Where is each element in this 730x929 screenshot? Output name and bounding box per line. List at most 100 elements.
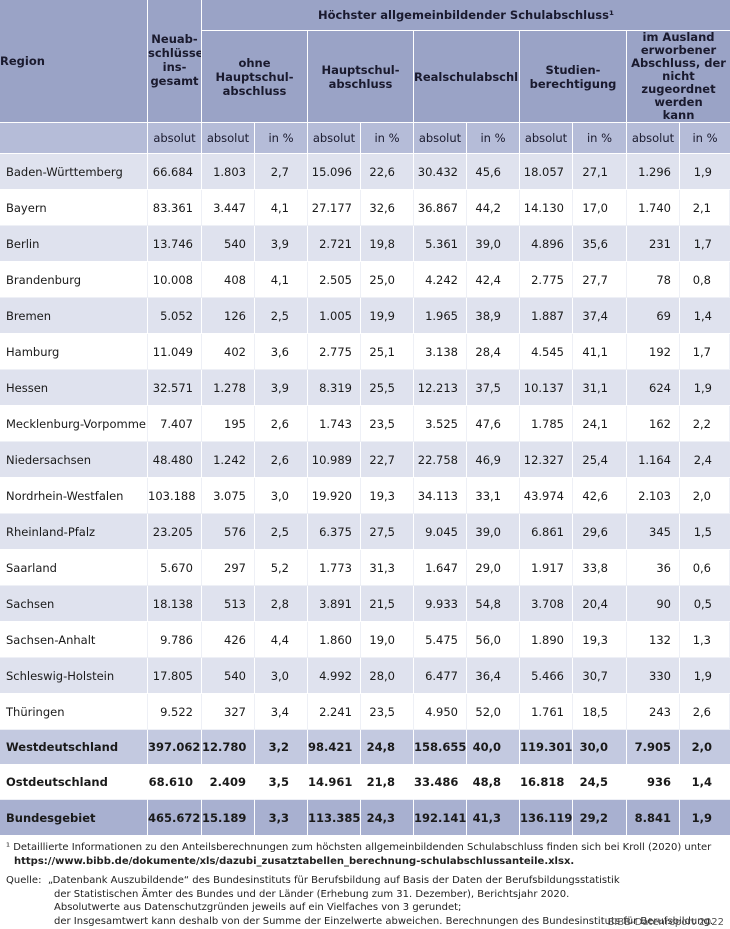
percent-cell: 3,0: [255, 478, 308, 514]
value-cell: 2.103: [627, 478, 680, 514]
header-unit: in %: [467, 123, 520, 154]
value-cell: 1.773: [308, 550, 361, 586]
percent-cell: 1,5: [680, 514, 730, 550]
value-cell: 78: [627, 262, 680, 298]
percent-cell: 27,7: [573, 262, 627, 298]
value-cell: 192.141: [414, 800, 467, 835]
value-cell: 2.409: [202, 765, 255, 800]
percent-cell: 19,9: [361, 298, 414, 334]
value-cell: 3.891: [308, 586, 361, 622]
percent-cell: 29,2: [573, 800, 627, 835]
value-cell: 327: [202, 694, 255, 730]
value-cell: 4.992: [308, 658, 361, 694]
value-cell: 16.818: [520, 765, 573, 800]
school-leaving-table: Region Neuab- schlüsse ins- gesamt Höchs…: [0, 0, 730, 835]
header-category-ausland: im Ausland erworbener Abschluss, der nic…: [627, 31, 730, 123]
region-cell: Thüringen: [0, 694, 148, 730]
value-cell: 6.861: [520, 514, 573, 550]
percent-cell: 22,6: [361, 154, 414, 190]
percent-cell: 27,1: [573, 154, 627, 190]
value-cell: 158.655: [414, 730, 467, 765]
header-unit: in %: [680, 123, 730, 154]
percent-cell: 42,6: [573, 478, 627, 514]
header-unit: absolut: [520, 123, 573, 154]
region-cell: Saarland: [0, 550, 148, 586]
value-cell: 3.138: [414, 334, 467, 370]
header-unit: absolut: [148, 123, 202, 154]
footnote-link[interactable]: https://www.bibb.de/dokumente/xls/dazubi…: [6, 855, 724, 869]
value-cell: 48.480: [148, 442, 202, 478]
percent-cell: 32,6: [361, 190, 414, 226]
value-cell: 27.177: [308, 190, 361, 226]
value-cell: 1.887: [520, 298, 573, 334]
value-cell: 1.164: [627, 442, 680, 478]
percent-cell: 19,8: [361, 226, 414, 262]
header-unit: absolut: [414, 123, 467, 154]
percent-cell: 22,7: [361, 442, 414, 478]
header-category-realschul: Realschulabschluss: [414, 31, 520, 123]
percent-cell: 1,9: [680, 154, 730, 190]
value-cell: 5.670: [148, 550, 202, 586]
percent-cell: 2,5: [255, 514, 308, 550]
value-cell: 8.319: [308, 370, 361, 406]
region-cell: Ostdeutschland: [0, 765, 148, 800]
percent-cell: 38,9: [467, 298, 520, 334]
percent-cell: 2,2: [680, 406, 730, 442]
percent-cell: 25,0: [361, 262, 414, 298]
percent-cell: 41,1: [573, 334, 627, 370]
region-cell: Rheinland-Pfalz: [0, 514, 148, 550]
value-cell: 1.740: [627, 190, 680, 226]
percent-cell: 2,4: [680, 442, 730, 478]
percent-cell: 35,6: [573, 226, 627, 262]
value-cell: 5.361: [414, 226, 467, 262]
value-cell: 2.505: [308, 262, 361, 298]
percent-cell: 2,6: [255, 406, 308, 442]
value-cell: 408: [202, 262, 255, 298]
percent-cell: 41,3: [467, 800, 520, 835]
source-note: Quelle: „Datenbank Auszubildende“ des Bu…: [6, 874, 724, 888]
percent-cell: 1,4: [680, 298, 730, 334]
region-cell: Bundesgebiet: [0, 800, 148, 835]
value-cell: 192: [627, 334, 680, 370]
percent-cell: 2,8: [255, 586, 308, 622]
value-cell: 90: [627, 586, 680, 622]
value-cell: 397.062: [148, 730, 202, 765]
percent-cell: 31,1: [573, 370, 627, 406]
percent-cell: 37,4: [573, 298, 627, 334]
percent-cell: 21,5: [361, 586, 414, 622]
value-cell: 83.361: [148, 190, 202, 226]
percent-cell: 19,0: [361, 622, 414, 658]
value-cell: 297: [202, 550, 255, 586]
region-cell: Nordrhein-Westfalen: [0, 478, 148, 514]
value-cell: 330: [627, 658, 680, 694]
percent-cell: 2,6: [680, 694, 730, 730]
value-cell: 23.205: [148, 514, 202, 550]
percent-cell: 30,7: [573, 658, 627, 694]
value-cell: 1.743: [308, 406, 361, 442]
source-line: der Statistischen Ämter des Bundes und d…: [6, 888, 724, 902]
value-cell: 17.805: [148, 658, 202, 694]
value-cell: 14.961: [308, 765, 361, 800]
region-cell: Bremen: [0, 298, 148, 334]
value-cell: 345: [627, 514, 680, 550]
header-category-hauptschul: Hauptschul- abschluss: [308, 31, 414, 123]
header-region: Region: [0, 0, 148, 123]
value-cell: 3.447: [202, 190, 255, 226]
footnote-1: ¹ Detaillierte Informationen zu den Ante…: [6, 841, 724, 855]
percent-cell: 2,6: [255, 442, 308, 478]
value-cell: 30.432: [414, 154, 467, 190]
percent-cell: 30,0: [573, 730, 627, 765]
value-cell: 98.421: [308, 730, 361, 765]
percent-cell: 39,0: [467, 514, 520, 550]
value-cell: 126: [202, 298, 255, 334]
percent-cell: 39,0: [467, 226, 520, 262]
value-cell: 9.522: [148, 694, 202, 730]
value-cell: 10.989: [308, 442, 361, 478]
